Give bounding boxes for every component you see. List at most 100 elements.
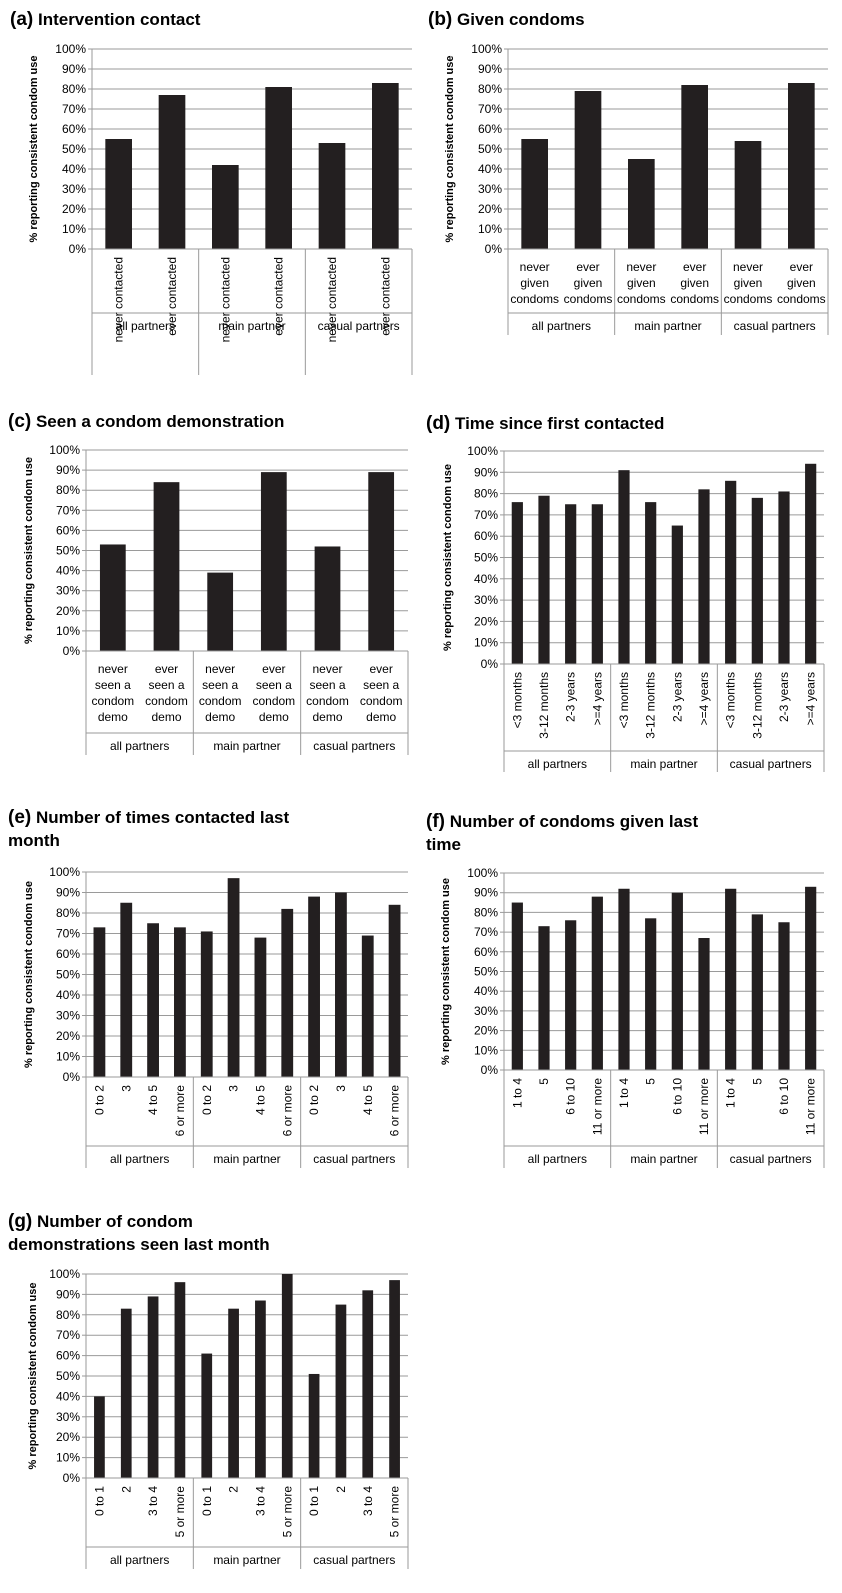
y-tick-label: 30% (478, 182, 502, 196)
panel-title-c: Seen a condom demonstration (35, 412, 285, 431)
bar (725, 480, 737, 664)
group-label: main partner (630, 757, 697, 771)
bar (389, 1280, 400, 1478)
group-label: casual partners (313, 1152, 395, 1166)
category-label: 1 to 4 (617, 1078, 631, 1108)
y-axis-label: % reporting consistent condom use (444, 55, 456, 242)
y-tick-label: 60% (474, 529, 498, 543)
group-label: main partner (213, 739, 280, 753)
category-label: never contacted (218, 257, 232, 342)
panel-label-c: (c) (8, 411, 32, 432)
y-tick-label: 30% (56, 1009, 80, 1023)
group-label: casual partners (313, 739, 395, 753)
panel-title-f: Number of condoms given last time (426, 812, 699, 854)
y-tick-label: 70% (478, 102, 502, 116)
y-tick-label: 10% (56, 624, 80, 638)
bar (511, 902, 523, 1070)
bar (93, 927, 106, 1077)
y-tick-label: 60% (56, 523, 80, 537)
y-tick-label: 50% (474, 965, 498, 979)
y-axis-label: % reporting consistent condom use (23, 457, 35, 644)
y-tick-label: 80% (56, 1308, 80, 1322)
y-tick-label: 20% (62, 202, 86, 216)
y-tick-label: 70% (56, 927, 80, 941)
panel-label-d: (d) (426, 413, 451, 434)
y-tick-label: 40% (62, 162, 86, 176)
category-label: 0 to 2 (200, 1085, 214, 1115)
category-label: never seen a condom demo (91, 662, 134, 724)
y-tick-label: 20% (474, 1024, 498, 1038)
panel-title-b: Given condoms (457, 10, 585, 29)
y-tick-label: 50% (62, 142, 86, 156)
y-tick-label: 30% (474, 593, 498, 607)
y-tick-label: 70% (56, 1328, 80, 1342)
category-label: never seen a condom demo (199, 662, 242, 724)
group-label: casual partners (734, 319, 816, 333)
y-tick-label: 30% (62, 182, 86, 196)
group-label: casual partners (730, 1152, 812, 1166)
bar (362, 1290, 374, 1478)
bar (521, 139, 548, 249)
bar (751, 914, 763, 1070)
category-label: 2-3 years (564, 672, 578, 722)
category-label: 0 to 1 (200, 1486, 214, 1516)
category-label: <3 months (617, 672, 631, 728)
y-tick-label: 40% (474, 572, 498, 586)
bar (314, 546, 341, 651)
chart-title-e: (e) Number of times contacted last month (8, 806, 328, 852)
bar (734, 141, 762, 249)
category-label: 3 (119, 1085, 133, 1092)
bar (99, 544, 126, 651)
category-label: 1 to 4 (724, 1078, 738, 1108)
bar (574, 91, 602, 249)
group-label: main partner (634, 319, 701, 333)
y-tick-label: 80% (478, 82, 502, 96)
category-label: 11 or more (590, 1078, 604, 1135)
bar (207, 572, 234, 651)
chart-d: 0% 10% 20% 30% 40% 50% 60% 70% 80% 90% 100% % repor… (442, 444, 825, 772)
chart-title-a: (a) Intervention contact (10, 8, 200, 31)
bar (255, 1300, 266, 1478)
y-tick-label: 100% (49, 865, 80, 879)
bar (645, 918, 657, 1070)
group-label: main partner (213, 1152, 280, 1166)
category-label: 5 or more (388, 1486, 402, 1538)
category-label: ever contacted (378, 257, 392, 336)
y-tick-label: 60% (62, 122, 86, 136)
y-tick-label: 90% (474, 465, 498, 479)
chart-g: 0% 10% 20% 30% 40% 50% 60% 70% 80% 90% 100% % repor… (27, 1267, 409, 1569)
bar (645, 502, 657, 664)
y-tick-label: 90% (474, 886, 498, 900)
bar (227, 878, 240, 1077)
y-tick-label: 100% (467, 444, 498, 458)
category-label: 6 or more (280, 1085, 294, 1137)
y-tick-label: 90% (62, 62, 86, 76)
y-tick-label: 20% (56, 1029, 80, 1043)
category-label: 5 (750, 1078, 764, 1085)
category-label: 3 to 4 (253, 1486, 267, 1516)
y-tick-label: 90% (56, 1287, 80, 1301)
category-label: 3 (334, 1085, 348, 1092)
category-label: ever given condoms (777, 260, 826, 306)
y-tick-label: 90% (478, 62, 502, 76)
chart-title-f: (f) Number of condoms given last time (426, 810, 726, 856)
category-label: ever contacted (165, 257, 179, 336)
category-label: 6 to 10 (564, 1078, 578, 1115)
chart-title-c: (c) Seen a condom demonstration (8, 410, 284, 433)
bar (281, 1274, 293, 1478)
bar (120, 902, 133, 1077)
category-label: 2-3 years (670, 672, 684, 722)
panel-label-a: (a) (10, 9, 34, 30)
bar (212, 165, 239, 249)
group-label: main partner (630, 1152, 697, 1166)
category-label: 1 to 4 (510, 1078, 524, 1108)
category-label: >=4 years (697, 672, 711, 725)
bar (228, 1308, 239, 1478)
bar (628, 159, 655, 249)
category-label: 4 to 5 (253, 1085, 267, 1115)
bar (335, 1304, 347, 1478)
y-tick-label: 80% (474, 905, 498, 919)
group-label: casual partners (318, 319, 400, 333)
category-label: 11 or more (804, 1078, 818, 1135)
y-tick-label: 40% (478, 162, 502, 176)
